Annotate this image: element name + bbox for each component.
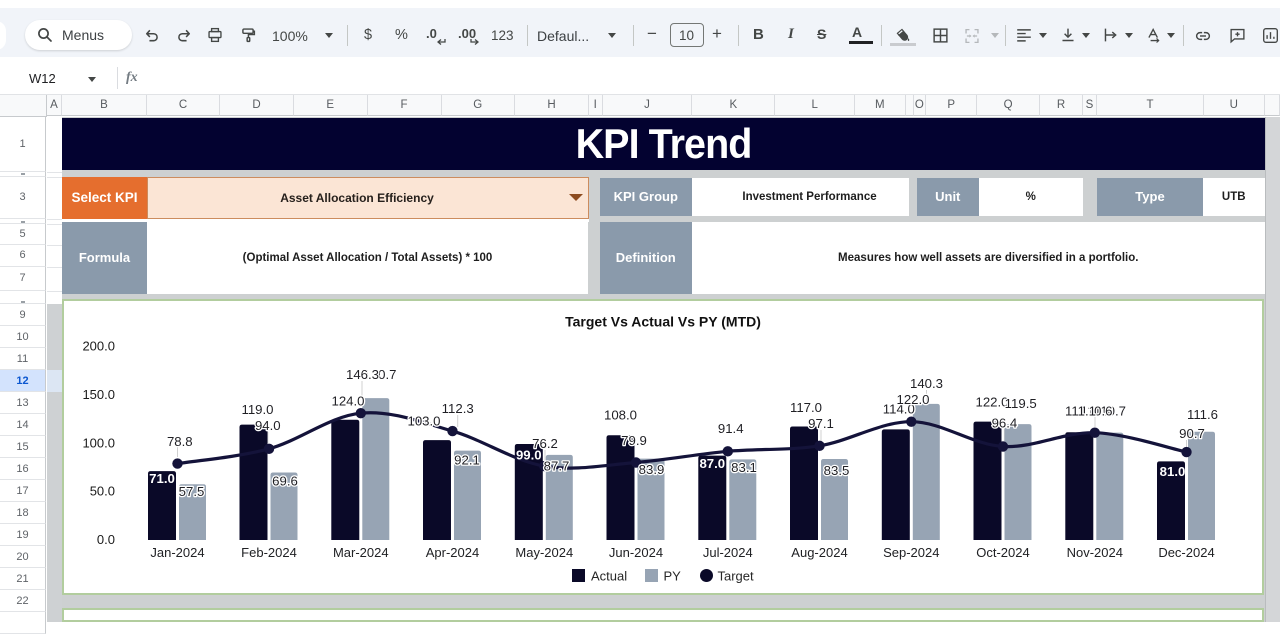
svg-text:87.7: 87.7 — [544, 459, 570, 474]
svg-text:110.7: 110.7 — [1094, 404, 1126, 419]
svg-text:150.0: 150.0 — [82, 387, 115, 402]
svg-text:71.0: 71.0 — [149, 471, 175, 486]
svg-text:83.9: 83.9 — [639, 462, 665, 477]
svg-text:PY: PY — [664, 569, 682, 584]
svg-text:92.1: 92.1 — [454, 453, 480, 468]
svg-text:Sep-2024: Sep-2024 — [883, 545, 939, 560]
svg-text:83.1: 83.1 — [731, 460, 757, 475]
svg-text:83.5: 83.5 — [824, 463, 850, 478]
svg-text:May-2024: May-2024 — [515, 545, 573, 560]
svg-text:78.8: 78.8 — [167, 434, 193, 449]
svg-text:124.0: 124.0 — [331, 393, 364, 408]
svg-text:Feb-2024: Feb-2024 — [241, 545, 297, 560]
svg-text:Mar-2024: Mar-2024 — [333, 545, 389, 560]
svg-text:Apr-2024: Apr-2024 — [426, 545, 479, 560]
svg-text:81.0: 81.0 — [1160, 464, 1186, 479]
svg-text:0.0: 0.0 — [97, 532, 115, 547]
svg-text:110.6: 110.6 — [1080, 404, 1112, 419]
svg-text:119.5: 119.5 — [1005, 396, 1037, 411]
svg-text:91.4: 91.4 — [718, 421, 744, 436]
svg-text:200.0: 200.0 — [82, 339, 115, 354]
svg-text:108.0: 108.0 — [604, 408, 637, 423]
svg-text:Target Vs Actual Vs PY (MTD): Target Vs Actual Vs PY (MTD) — [565, 314, 761, 330]
svg-text:96.4: 96.4 — [992, 415, 1018, 430]
svg-text:103.0: 103.0 — [407, 413, 440, 428]
svg-text:57.5: 57.5 — [179, 484, 205, 499]
svg-text:Target: Target — [718, 569, 755, 584]
svg-text:90.7: 90.7 — [1179, 426, 1205, 441]
svg-text:100.0: 100.0 — [82, 435, 115, 450]
svg-text:146.3: 146.3 — [346, 367, 379, 382]
svg-text:Aug-2024: Aug-2024 — [791, 545, 847, 560]
svg-text:76.2: 76.2 — [532, 436, 558, 451]
svg-text:Oct-2024: Oct-2024 — [976, 545, 1029, 560]
svg-text:119.0: 119.0 — [241, 402, 273, 417]
svg-text:130.7: 130.7 — [363, 367, 396, 382]
svg-text:Jul-2024: Jul-2024 — [703, 545, 753, 560]
svg-text:Actual: Actual — [591, 569, 627, 584]
svg-text:94.0: 94.0 — [255, 418, 281, 433]
svg-text:111.6: 111.6 — [1187, 407, 1218, 422]
svg-text:111.1: 111.1 — [1065, 404, 1096, 419]
svg-text:Dec-2024: Dec-2024 — [1158, 545, 1214, 560]
svg-text:112.3: 112.3 — [442, 401, 474, 416]
svg-text:114.0: 114.0 — [883, 402, 915, 417]
svg-text:99.0: 99.0 — [516, 448, 542, 463]
svg-text:79.9: 79.9 — [621, 433, 647, 448]
svg-text:Nov-2024: Nov-2024 — [1067, 545, 1123, 560]
svg-text:Jun-2024: Jun-2024 — [609, 545, 663, 560]
svg-text:117.0: 117.0 — [790, 400, 822, 415]
svg-text:97.1: 97.1 — [808, 416, 834, 431]
svg-text:87.0: 87.0 — [699, 456, 725, 471]
svg-text:122.0: 122.0 — [896, 392, 929, 407]
svg-text:Jan-2024: Jan-2024 — [150, 545, 204, 560]
svg-text:122.0: 122.0 — [975, 395, 1008, 410]
svg-text:50.0: 50.0 — [90, 484, 115, 499]
svg-text:69.6: 69.6 — [272, 474, 298, 489]
svg-text:140.3: 140.3 — [910, 376, 943, 391]
